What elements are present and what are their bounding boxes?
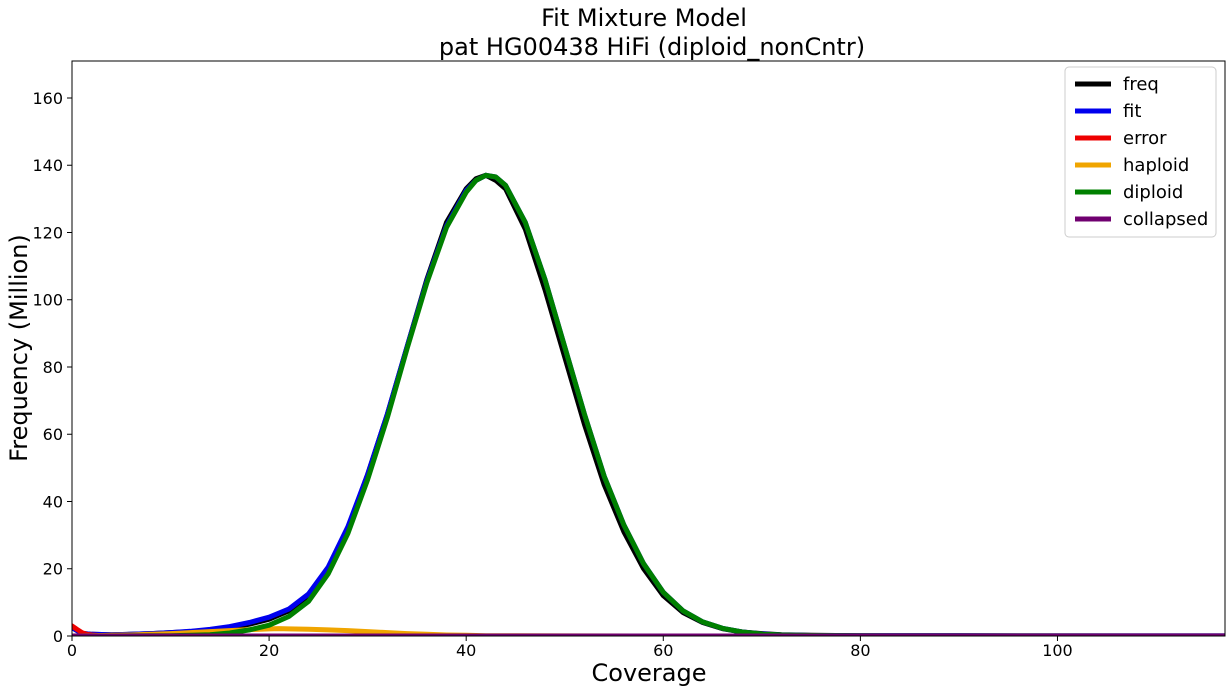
y-tick-label: 160 <box>32 89 63 108</box>
x-axis-label: Coverage <box>592 659 707 687</box>
series-line-diploid <box>72 172 1225 636</box>
x-tick-label: 100 <box>1042 641 1073 660</box>
x-axis-ticks: 0 20 40 60 80 100 <box>67 636 1073 660</box>
chart-subtitle: pat HG00438 HiFi (diploid_nonCntr) <box>439 33 865 61</box>
legend-label-haploid: haploid <box>1123 155 1189 176</box>
legend-label-collapsed: collapsed <box>1123 209 1208 230</box>
legend-label-diploid: diploid <box>1123 182 1183 203</box>
y-tick-label: 20 <box>43 560 63 579</box>
chart-title: Fit Mixture Model <box>541 4 747 32</box>
legend: freq fit error haploid diploid collapsed <box>1064 66 1217 238</box>
x-tick-label: 80 <box>850 641 870 660</box>
legend-label-freq: freq <box>1123 74 1159 95</box>
y-axis-ticks: 0 20 40 60 80 100 120 140 160 <box>32 89 72 646</box>
x-tick-label: 20 <box>259 641 279 660</box>
y-tick-label: 60 <box>43 425 63 444</box>
y-tick-label: 80 <box>43 358 63 377</box>
x-tick-label: 40 <box>456 641 476 660</box>
y-tick-label: 140 <box>32 156 63 175</box>
x-tick-label: 0 <box>67 641 77 660</box>
y-tick-label: 0 <box>53 627 63 646</box>
plot-frame <box>71 60 1226 637</box>
y-tick-label: 120 <box>32 223 63 242</box>
y-tick-label: 40 <box>43 492 63 511</box>
y-axis-label: Frequency (Million) <box>5 234 33 462</box>
legend-label-fit: fit <box>1123 101 1141 122</box>
legend-label-error: error <box>1123 128 1167 149</box>
x-tick-label: 60 <box>653 641 673 660</box>
y-tick-label: 100 <box>32 291 63 310</box>
series-layer <box>72 172 1225 636</box>
